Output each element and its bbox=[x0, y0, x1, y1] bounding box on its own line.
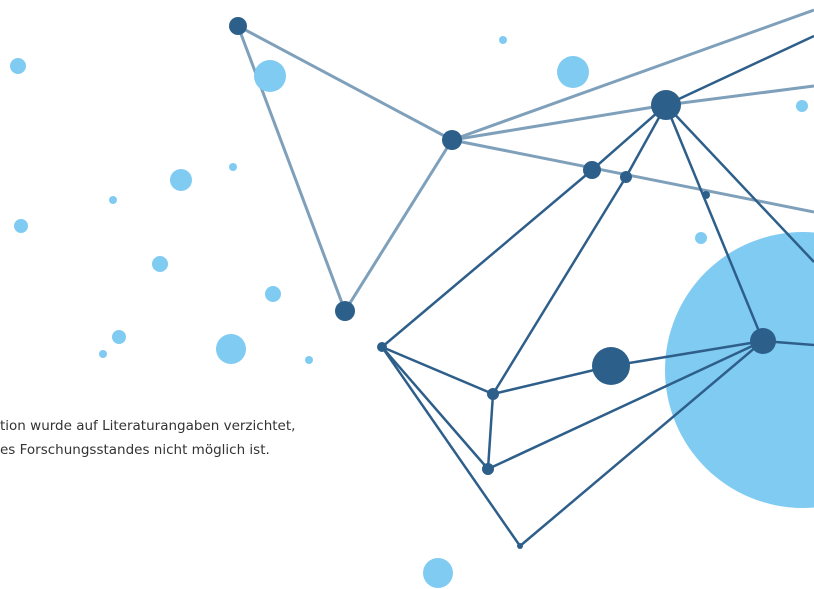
bubble bbox=[665, 232, 814, 508]
network-graphic bbox=[0, 0, 814, 589]
nodes bbox=[229, 17, 776, 549]
page: tion wurde auf Literaturangaben verzicht… bbox=[0, 0, 814, 589]
text-line: es Forschungsstandes nicht möglich ist. bbox=[0, 442, 270, 458]
text-line: tion wurde auf Literaturangaben verzicht… bbox=[0, 418, 295, 434]
